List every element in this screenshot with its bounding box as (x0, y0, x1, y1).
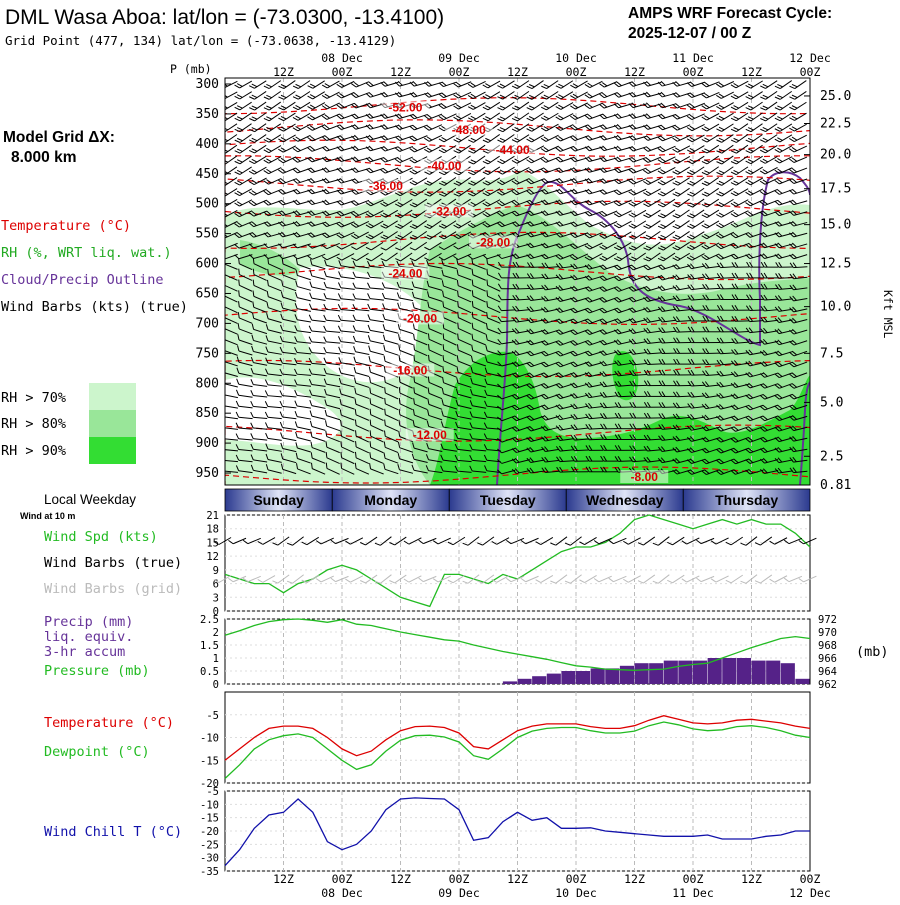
top-date-label: 11 Dec (672, 51, 714, 65)
legend-temperature: Temperature (°C) (1, 218, 131, 234)
wind-barb-staff (618, 396, 632, 397)
rh90-swatch (89, 437, 136, 464)
wind-barb-flag (220, 213, 225, 219)
rh70-label: RH > 70% (1, 390, 66, 406)
wind-barb-flag (220, 94, 225, 100)
cross-section-panel: -52.00-48.00-44.00-40.00-36.00-32.00-28.… (196, 76, 895, 493)
top-time-tick-label: 00Z (800, 65, 821, 79)
wind-barb-staff (662, 418, 676, 419)
wind-barb-flag (221, 400, 225, 405)
forecast-cycle-label: AMPS WRF Forecast Cycle: (628, 5, 832, 22)
wind-barb-staff (779, 278, 793, 279)
model-grid-label: Model Grid ΔX: (3, 129, 115, 146)
model-grid-value: 8.000 km (11, 149, 77, 166)
wind-barb-staff (647, 364, 661, 365)
wind-barb-flag (220, 254, 224, 260)
wind-barb-staff (706, 364, 720, 365)
top-date-label: 08 Dec (321, 51, 363, 65)
top-time-tick-label: 00Z (683, 65, 704, 79)
top-date-label: 10 Dec (555, 51, 597, 65)
wind-barb-staff (720, 278, 734, 279)
wind-barb-flag (220, 116, 225, 122)
pressure-axis-title: P (mb) (170, 62, 212, 76)
top-time-tick-label: 12Z (390, 65, 411, 79)
legend-wind-barbs: Wind Barbs (kts) (true) (1, 299, 188, 315)
wind-barb-flag (220, 202, 225, 208)
wind-barb-flag (221, 433, 224, 438)
wind-barb-staff (677, 332, 691, 333)
top-date-label: 12 Dec (789, 51, 831, 65)
wind-barb-staff (604, 418, 618, 419)
wind-barb-flag (220, 233, 225, 239)
legend-rh: RH (%, WRT liq. wat.) (1, 245, 172, 261)
top-date-label: 09 Dec (438, 51, 480, 65)
top-time-tick-label: 00Z (332, 65, 353, 79)
wind-barb-flag (220, 192, 225, 198)
wind-barb-staff (691, 310, 705, 311)
wind-barb-flag (220, 83, 225, 89)
wind-barb-flag (221, 412, 225, 417)
wind-barb-staff (516, 288, 530, 289)
top-time-tick-label: 12Z (741, 65, 762, 79)
wind-barb-flag (220, 223, 225, 229)
top-time-tick-label: 12Z (273, 65, 294, 79)
rh80-label: RH > 80% (1, 416, 66, 432)
wind-barb-flag (220, 105, 225, 111)
rh90-label: RH > 90% (1, 443, 66, 459)
wind-barb-staff (677, 396, 691, 397)
top-time-tick-label: 00Z (566, 65, 587, 79)
wind-barb-flag (221, 423, 225, 428)
legend-cloud-outline: Cloud/Precip Outline (1, 272, 164, 288)
rh70-swatch (89, 383, 136, 410)
wind-barb-staff (720, 342, 734, 343)
top-time-tick-label: 00Z (449, 65, 470, 79)
top-time-tick-label: 12Z (624, 65, 645, 79)
page-title: DML Wasa Aboa: lat/lon = (-73.0300, -13.… (5, 6, 444, 29)
rh80-swatch (89, 410, 136, 437)
wind-barb-staff (750, 310, 764, 311)
grid-point-subtitle: Grid Point (477, 134) lat/lon = (-73.063… (5, 33, 396, 48)
top-time-tick-label: 12Z (507, 65, 528, 79)
wind-barb-flag (220, 244, 225, 250)
forecast-cycle-value: 2025-12-07 / 00 Z (628, 25, 752, 42)
